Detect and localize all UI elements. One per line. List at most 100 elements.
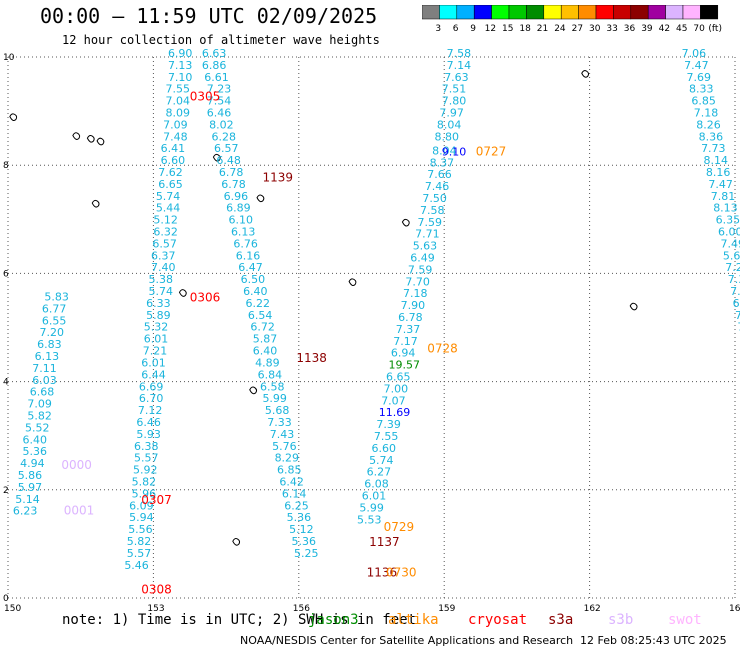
wave-height-value: 4.94 (20, 457, 45, 470)
wave-height-value: 5.69 (723, 249, 740, 262)
wave-height-value: 6.78 (219, 166, 244, 179)
wave-height-value: 7.58 (420, 204, 445, 217)
wave-height-value: 7.20 (40, 326, 65, 339)
lat-tick-label: 8 (3, 161, 9, 171)
wave-height-value: 6.08 (364, 478, 389, 491)
credit-line: NOAA/NESDIS Center for Satellite Applica… (240, 634, 574, 647)
wave-height-value: 5.57 (134, 452, 159, 465)
lat-tick-label: 10 (3, 53, 15, 63)
pass-time-label: 1138 (296, 351, 327, 365)
wave-height-value: 7.11 (32, 362, 57, 375)
lat-tick-label: 4 (3, 378, 9, 388)
wave-height-value: 7.37 (728, 273, 740, 286)
wave-height-value: 8.04 (437, 118, 462, 131)
wave-height-value: 6.13 (231, 226, 256, 239)
wave-height-value: 7.12 (138, 404, 163, 417)
wave-height-value: 4.89 (255, 356, 280, 369)
wave-height-value: 7.04 (166, 95, 191, 108)
wave-height-value: 5.36 (287, 511, 312, 524)
wave-height-value: 5.53 (357, 513, 382, 526)
wave-height-value: 7.70 (405, 275, 430, 288)
wave-height-value: 7.43 (270, 428, 295, 441)
wave-height-value: 7.81 (711, 190, 736, 203)
wave-height-value: 5.63 (413, 240, 438, 253)
wave-height-value: 5.86 (18, 469, 43, 482)
lon-tick-label: 156 (293, 604, 310, 614)
wave-height-value: 5.57 (127, 547, 152, 560)
pass-time-label: 1137 (369, 535, 400, 549)
wave-height-value: 7.66 (427, 168, 452, 181)
wave-height-value: 6.78 (398, 311, 423, 324)
wave-height-value: 6.77 (42, 302, 67, 315)
wave-height-value: 5.99 (359, 501, 384, 514)
wave-height-value: 7.80 (442, 95, 467, 108)
wave-height-value: 5.82 (132, 475, 157, 488)
wave-height-value: 6.85 (691, 95, 716, 108)
wave-height-value: 6.01 (144, 333, 169, 346)
wave-height-value: 6.58 (260, 380, 285, 393)
wave-height-value: 7.62 (158, 166, 183, 179)
island-outline (256, 194, 265, 203)
wave-height-value: 7.06 (682, 47, 707, 60)
satellite-name: swot (668, 612, 702, 628)
wave-height-value: 7.39 (376, 418, 401, 431)
wave-height-value: 6.84 (258, 368, 283, 381)
wave-height-value: 6.63 (202, 47, 227, 60)
wave-height-value: 8.16 (706, 166, 731, 179)
legend-label: 30 (589, 24, 601, 34)
pass-time-label: 0305 (190, 89, 221, 103)
legend-label: 36 (624, 24, 636, 34)
lon-tick-label: 162 (584, 604, 601, 614)
wave-height-value: 7.69 (687, 71, 712, 84)
wave-height-value: 6.85 (277, 464, 302, 477)
legend-swatch (665, 5, 684, 20)
legend-label: 3 (435, 24, 441, 34)
wave-height-value: 6.32 (153, 226, 178, 239)
satellite-name: s3a (548, 612, 574, 628)
satellite-name: s3b (608, 612, 634, 628)
wave-height-value: 7.28 (735, 309, 740, 322)
legend-swatch (456, 5, 475, 20)
satellite-name: cryosat (468, 612, 528, 628)
legend-label: 6 (453, 24, 459, 34)
wave-height-value: 7.29 (725, 261, 740, 274)
island-outline (86, 134, 95, 143)
legend-swatch (422, 5, 440, 20)
legend-label: 42 (659, 24, 670, 34)
wave-height-value: 7.09 (27, 398, 51, 411)
wave-height-value: 6.50 (241, 273, 266, 286)
island-outline (72, 132, 81, 140)
wave-height-value: 5.74 (156, 190, 181, 203)
wave-height-value: 6.76 (233, 237, 258, 250)
wave-height-value: 6.90 (168, 47, 193, 60)
wave-height-value: 7.63 (444, 71, 469, 84)
legend-swatch (647, 5, 666, 20)
wave-height-value: 7.09 (163, 118, 188, 131)
wave-height-value: 6.00 (718, 226, 740, 239)
footnote: note: 1) Time is in UTC; 2) SWH is in fe… (62, 612, 417, 628)
island-outline (629, 302, 638, 311)
wave-height-value: 7.59 (418, 216, 443, 229)
lat-tick-label: 0 (3, 594, 9, 604)
satellite-name: altika (388, 612, 439, 628)
lon-tick-label: 159 (438, 604, 455, 614)
wave-height-value: 6.01 (141, 356, 166, 369)
legend-label: 21 (537, 24, 548, 34)
legend-swatch (526, 5, 545, 20)
wave-height-value: 7.50 (422, 192, 447, 205)
page-subtitle: 12 hour collection of altimeter wave hei… (62, 33, 380, 47)
wave-height-value: 6.60 (161, 154, 186, 167)
legend-label: 39 (641, 24, 653, 34)
legend-label: 27 (572, 24, 583, 34)
island-outline (9, 113, 18, 121)
wave-height-value: 6.96 (224, 190, 249, 203)
wave-height-value: 5.14 (15, 493, 40, 506)
wave-height-value: 7.59 (408, 263, 433, 276)
wave-height-value: 6.01 (362, 490, 387, 503)
pass-time-label: 0001 (64, 504, 95, 518)
legend-swatch (682, 5, 701, 20)
lon-tick-label: 165 (729, 604, 740, 614)
lat-tick-label: 6 (3, 269, 9, 279)
coastline-layer (9, 70, 638, 546)
wave-height-value: 7.58 (447, 47, 472, 60)
